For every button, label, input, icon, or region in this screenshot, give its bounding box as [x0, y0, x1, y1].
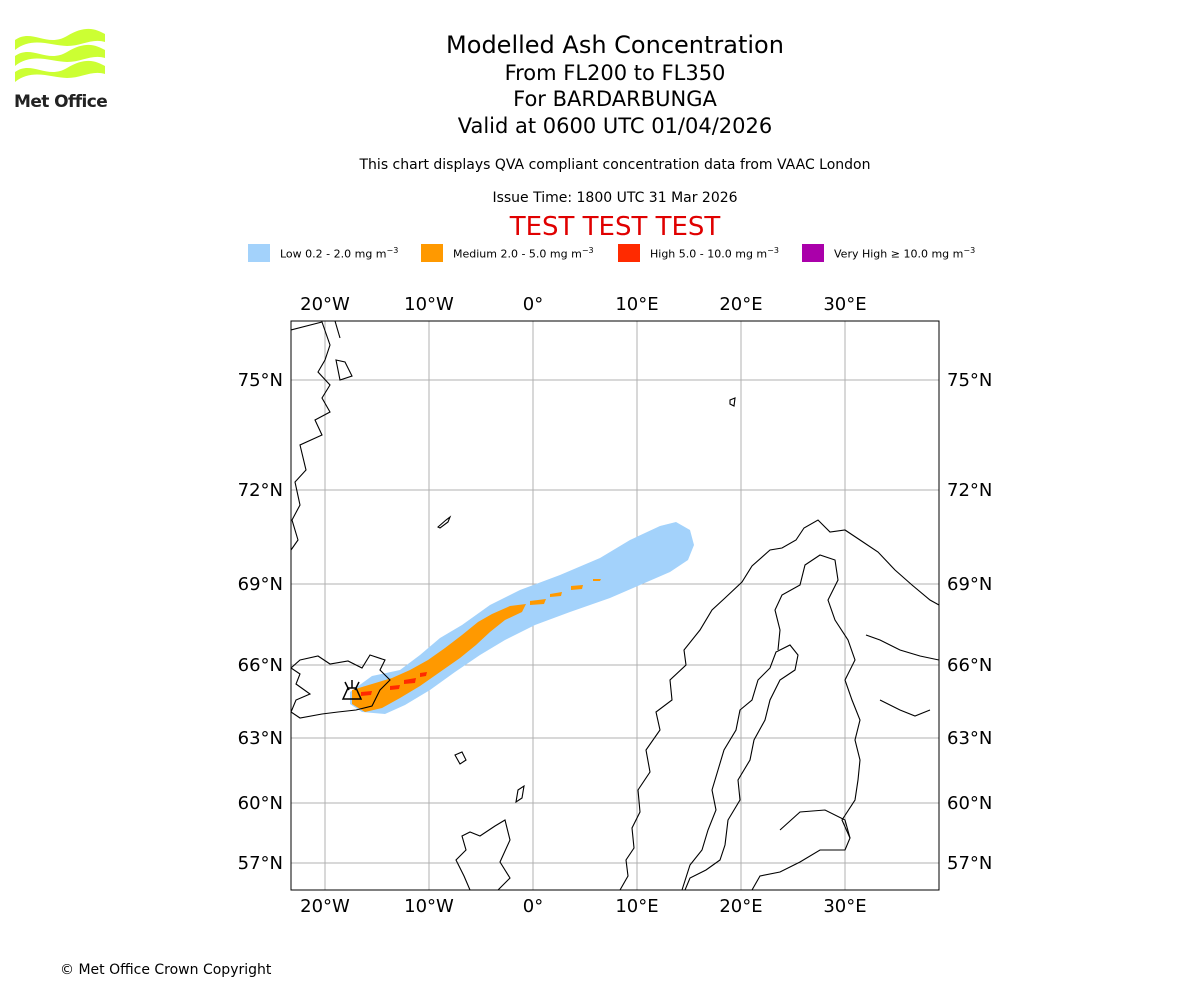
legend-label: Medium 2.0 - 5.0 mg m: [453, 247, 582, 261]
lat-tick-label: 72°N: [238, 480, 283, 501]
lon-tick-label: 20°W: [300, 294, 350, 315]
legend-swatch: [248, 244, 270, 262]
legend-label: Very High ≥ 10.0 mg m: [834, 247, 964, 261]
ash-medium-patch: [530, 599, 546, 605]
scotland-coast: [455, 819, 511, 890]
lat-tick-label: 57°N: [238, 853, 283, 874]
lon-tick-label: 20°W: [300, 896, 350, 917]
coastlines: [291, 321, 939, 890]
finland-coast: [751, 554, 861, 890]
ash-medium-patch: [550, 592, 562, 597]
norway-coast: [619, 519, 939, 890]
chart-title: Modelled Ash Concentration: [446, 31, 784, 59]
lat-tick-label: 60°N: [947, 793, 992, 814]
lat-tick-label: 60°N: [238, 793, 283, 814]
ash-high-patch: [404, 678, 416, 684]
faroe-coast: [454, 751, 467, 765]
shetland-coast: [515, 784, 525, 804]
lon-tick-label: 0°: [523, 294, 543, 315]
lon-ticks-top: 20°W 10°W 0° 10°E 20°E 30°E: [300, 294, 866, 315]
lon-tick-label: 30°E: [823, 294, 866, 315]
lat-ticks-right: 75°N 72°N 69°N 66°N 63°N 60°N 57°N: [947, 370, 992, 874]
lat-tick-label: 66°N: [947, 655, 992, 676]
sweden-coast: [681, 644, 799, 890]
valid-time: Valid at 0600 UTC 01/04/2026: [457, 114, 773, 138]
graticule: [291, 321, 939, 890]
map-background: [291, 321, 939, 890]
lat-tick-label: 66°N: [238, 655, 283, 676]
lon-tick-label: 30°E: [823, 896, 866, 917]
greenland-coast: [291, 321, 331, 551]
lon-tick-label: 10°E: [615, 896, 658, 917]
ash-medium-patch: [593, 579, 601, 581]
lat-tick-label: 72°N: [947, 480, 992, 501]
lat-tick-label: 63°N: [947, 728, 992, 749]
iceland-coast: [291, 654, 391, 719]
baltic-coast: [779, 809, 851, 839]
lon-tick-label: 20°E: [719, 896, 762, 917]
volcano-marker-icon: [341, 680, 363, 700]
ash-high-patch: [390, 685, 400, 690]
lon-tick-label: 10°W: [404, 294, 454, 315]
map-frame: [290, 320, 940, 891]
lat-tick-label: 63°N: [238, 728, 283, 749]
chart-description: This chart displays QVA compliant concen…: [359, 157, 871, 173]
jan-mayen-coast: [437, 515, 452, 529]
legend-label: High 5.0 - 10.0 mg m: [650, 247, 768, 261]
volcano-name: For BARDARBUNGA: [513, 87, 717, 111]
issue-time: Issue Time: 1800 UTC 31 Mar 2026: [492, 190, 738, 206]
lat-tick-label: 69°N: [947, 574, 992, 595]
lon-tick-label: 0°: [523, 896, 543, 917]
lon-ticks-bottom: 20°W 10°W 0° 10°E 20°E 30°E: [300, 896, 866, 917]
lat-tick-label: 69°N: [238, 574, 283, 595]
legend-label: Low 0.2 - 2.0 mg m: [280, 247, 387, 261]
bear-island-coast: [729, 397, 736, 407]
level-range: From FL200 to FL350: [504, 61, 726, 85]
logo-text: Met Office: [14, 92, 108, 112]
lon-tick-label: 10°W: [404, 896, 454, 917]
ash-medium-region: [352, 604, 526, 712]
lat-tick-label: 57°N: [947, 853, 992, 874]
legend-swatch: [618, 244, 640, 262]
lon-tick-label: 20°E: [719, 294, 762, 315]
copyright-notice: © Met Office Crown Copyright: [60, 962, 272, 978]
lat-tick-label: 75°N: [238, 370, 283, 391]
ash-medium-patch: [571, 585, 583, 590]
test-banner: TEST TEST TEST: [509, 212, 721, 242]
legend-swatch: [802, 244, 824, 262]
lat-ticks-left: 75°N 72°N 69°N 66°N 63°N 60°N 57°N: [238, 370, 283, 874]
chart-titles: Modelled Ash Concentration From FL200 to…: [315, 30, 915, 140]
ash-high-patch: [420, 672, 427, 677]
lon-tick-label: 10°E: [615, 294, 658, 315]
ash-high-patch: [361, 691, 372, 696]
legend-swatch: [421, 244, 443, 262]
lat-tick-label: 75°N: [947, 370, 992, 391]
kola-coast: [865, 634, 939, 661]
met-office-logo-icon: [15, 28, 105, 82]
